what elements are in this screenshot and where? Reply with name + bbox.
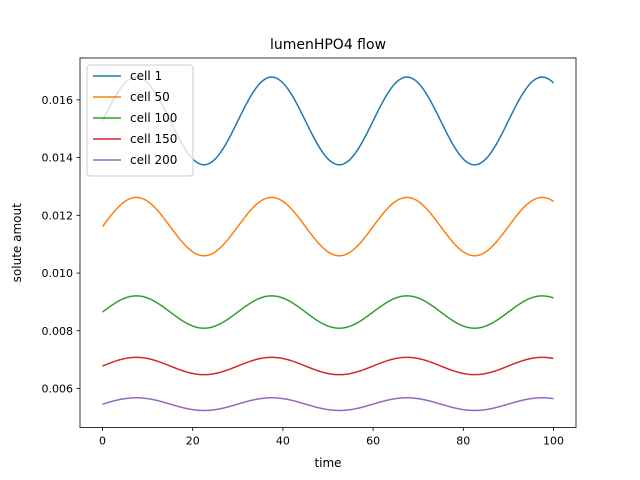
legend-label: cell 200 xyxy=(130,153,177,167)
series-line-3 xyxy=(102,356,554,376)
series-line-2 xyxy=(102,295,554,329)
x-axis-label: time xyxy=(314,456,341,470)
legend-label: cell 100 xyxy=(130,111,177,125)
x-tick-label: 100 xyxy=(543,435,564,448)
y-tick-label: 0.016 xyxy=(42,94,74,107)
legend-label: cell 150 xyxy=(130,132,177,146)
x-tick-label: 20 xyxy=(186,435,200,448)
y-tick-label: 0.006 xyxy=(42,383,74,396)
plot-frame xyxy=(79,57,577,428)
legend: cell 1 cell 50 cell 100 cell 150 cell 200 xyxy=(86,64,194,177)
y-tick-label: 0.012 xyxy=(42,209,74,222)
legend-label: cell 1 xyxy=(130,69,162,83)
legend-box xyxy=(86,64,194,177)
legend-label: cell 50 xyxy=(130,90,170,104)
y-axis-label: solute amout xyxy=(10,203,24,282)
x-axis: 0 20 40 60 80 100 xyxy=(99,427,564,448)
x-tick-label: 60 xyxy=(366,435,380,448)
x-tick-label: 0 xyxy=(99,435,106,448)
y-tick-label: 0.010 xyxy=(42,267,74,280)
series-line-1 xyxy=(101,196,554,257)
series-line-4 xyxy=(102,397,554,412)
y-tick-label: 0.014 xyxy=(42,152,74,165)
y-axis: 0.006 0.008 0.010 0.012 0.014 0.016 xyxy=(42,94,80,396)
y-tick-label: 0.008 xyxy=(42,325,74,338)
chart-title: lumenHPO4 flow xyxy=(270,37,386,53)
x-tick-label: 80 xyxy=(456,435,470,448)
x-tick-label: 40 xyxy=(276,435,290,448)
